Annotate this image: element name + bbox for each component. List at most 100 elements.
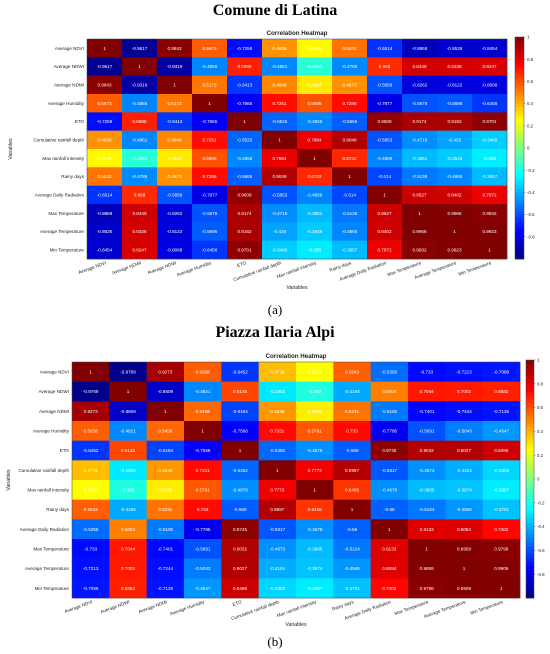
chart-1-colorbar-band	[526, 558, 534, 563]
chart-1-cell	[109, 578, 147, 599]
chart-1-cell	[184, 499, 222, 520]
chart-0-cell-label: -0.5138	[412, 174, 428, 179]
chart-0-cell-label: -0.6456	[202, 248, 218, 253]
chart-1-ytick-label: Average Humidity	[33, 428, 70, 433]
chart-0-cell	[437, 57, 473, 76]
chart-0-cell-label: -0.3857	[342, 248, 358, 253]
chart-1-cell	[72, 539, 110, 559]
chart-0-colorbar-band	[515, 103, 524, 108]
chart-1-cell-label: 0.9273	[158, 370, 172, 375]
chart-0-cell-label: 1	[488, 248, 491, 253]
chart-1-ytick-label: Average Daily Radiation	[20, 527, 70, 532]
chart-1-cell	[482, 480, 521, 500]
chart-1-ytick-label: Cumulative rainfall depth	[18, 468, 69, 473]
chart-1-cell	[370, 381, 409, 402]
chart-0-colorbar-band	[515, 118, 524, 123]
chart-0-colorbar-band	[515, 51, 524, 56]
chart-0-cell	[122, 94, 158, 113]
chart-1-cell	[333, 440, 371, 461]
chart-0-cell-label: -0.8454	[97, 248, 113, 253]
chart-0-colorbar-band	[515, 92, 524, 97]
chart-1-xtick-label: Average Temperature	[423, 599, 466, 619]
chart-0-cell-label: 0.5673	[97, 101, 111, 106]
chart-0-colorbar-band	[515, 251, 524, 256]
chart-0-cell	[227, 130, 263, 150]
chart-1-cell-label: 1	[201, 429, 204, 434]
chart-1-cell	[109, 558, 147, 579]
chart-0-cell-label: -0.5696	[447, 101, 463, 106]
chart-0-cell	[437, 222, 473, 241]
chart-0-cell	[157, 185, 193, 205]
chart-1-cell	[72, 401, 110, 422]
chart-1-colorbar-label: 0	[537, 477, 540, 482]
chart-1-cell-label: 0.6882	[494, 389, 508, 394]
chart-1-cell-label: -0.9769	[120, 370, 136, 375]
chart-0-cell-label: 0.5242	[342, 46, 356, 51]
chart-1-cell	[72, 578, 110, 599]
chart-1-cell-label: -0.7089	[83, 586, 99, 591]
chart-1-cell	[184, 460, 222, 481]
chart-0-cell-label: 0.8449	[412, 64, 426, 69]
chart-0-cell-label: -0.6413	[167, 119, 183, 124]
chart-0-cell	[192, 167, 228, 186]
chart-1-cell-label: 0.8133	[382, 547, 396, 552]
chart-1-colorbar-band	[526, 590, 534, 595]
chart-1-cell	[445, 578, 483, 599]
chart-1-cell-label: -0.7401	[419, 409, 435, 414]
chart-0-cell-label: 0.8527	[377, 211, 391, 216]
chart-1-cell	[408, 362, 446, 382]
chart-1-cell-label: -0.4166	[344, 389, 360, 394]
chart-0-cell-label: 0.4849	[272, 83, 286, 88]
chart-1-cell-label: -0.2867	[494, 488, 510, 493]
chart-1-xtick-label: Average NDWI	[100, 599, 130, 614]
chart-1-cell-label: 0.9745	[382, 448, 396, 453]
chart-1-cell	[482, 381, 521, 402]
chart-1-cell-label: -0.8609	[158, 389, 174, 394]
chart-0-colorbar-band	[515, 225, 524, 230]
chart-1-cell	[296, 401, 334, 422]
chart-0-cell	[332, 167, 368, 186]
chart-0-cell	[332, 222, 368, 241]
chart-1-cell-label: -0.6452	[232, 370, 248, 375]
chart-1-cell-label: -0.3805	[419, 488, 435, 493]
chart-0-cell-label: 0.8338	[132, 229, 146, 234]
chart-1-cell-label: 0.9798	[420, 586, 434, 591]
chart-1-colorbar-band	[526, 510, 534, 516]
chart-1-colorbar-band	[526, 498, 534, 504]
chart-0-cell-label: -0.285	[308, 248, 321, 253]
chart-1-colorbar-band	[526, 506, 534, 512]
chart-0-cell	[472, 57, 508, 76]
chart-1-cell	[370, 401, 409, 422]
chart-1-cell-label: -0.5817	[382, 468, 398, 473]
chart-0-cell	[227, 185, 263, 205]
chart-1-cell-label: -0.7213	[83, 566, 99, 571]
chart-1-cell	[258, 460, 297, 481]
chart-1-cell	[146, 421, 185, 441]
chart-0-cell-label: -0.4856	[202, 64, 218, 69]
chart-1-cell-label: -0.4565	[456, 507, 472, 512]
chart-1-colorbar-band	[526, 443, 534, 448]
chart-0-cell-label: -0.8122	[167, 229, 183, 234]
chart-1-cell-label: -0.4821	[120, 429, 136, 434]
chart-0-cell	[297, 94, 333, 113]
chart-0-cell	[227, 149, 263, 168]
chart-0-colorbar-band	[515, 151, 524, 156]
chart-1-colorbar-label: 0.2	[537, 453, 544, 458]
chart-1-cell-label: -0.6452	[83, 448, 99, 453]
chart-0-cell	[122, 57, 158, 76]
chart-0-colorbar-band	[515, 37, 524, 42]
chart-0-cell-label: -0.8535	[447, 46, 463, 51]
chart-1-xtick-label: Average NDMI	[138, 599, 168, 614]
chart-1-colorbar-label: -0.6	[537, 548, 545, 553]
chart-0-colorbar-band	[515, 188, 524, 193]
chart-0-cell	[122, 204, 158, 223]
chart-0-cell	[87, 204, 123, 223]
chart-0-cell	[227, 167, 263, 186]
chart-0-cell	[157, 240, 193, 260]
chart-0-cell	[367, 75, 403, 95]
chart-0-cell	[87, 57, 123, 76]
chart-0-cell	[157, 75, 193, 95]
chart-0-colorbar-band	[515, 114, 524, 119]
chart-0-colorbar-band	[515, 77, 524, 82]
chart-0-cell-label: 0.4636	[97, 138, 111, 143]
